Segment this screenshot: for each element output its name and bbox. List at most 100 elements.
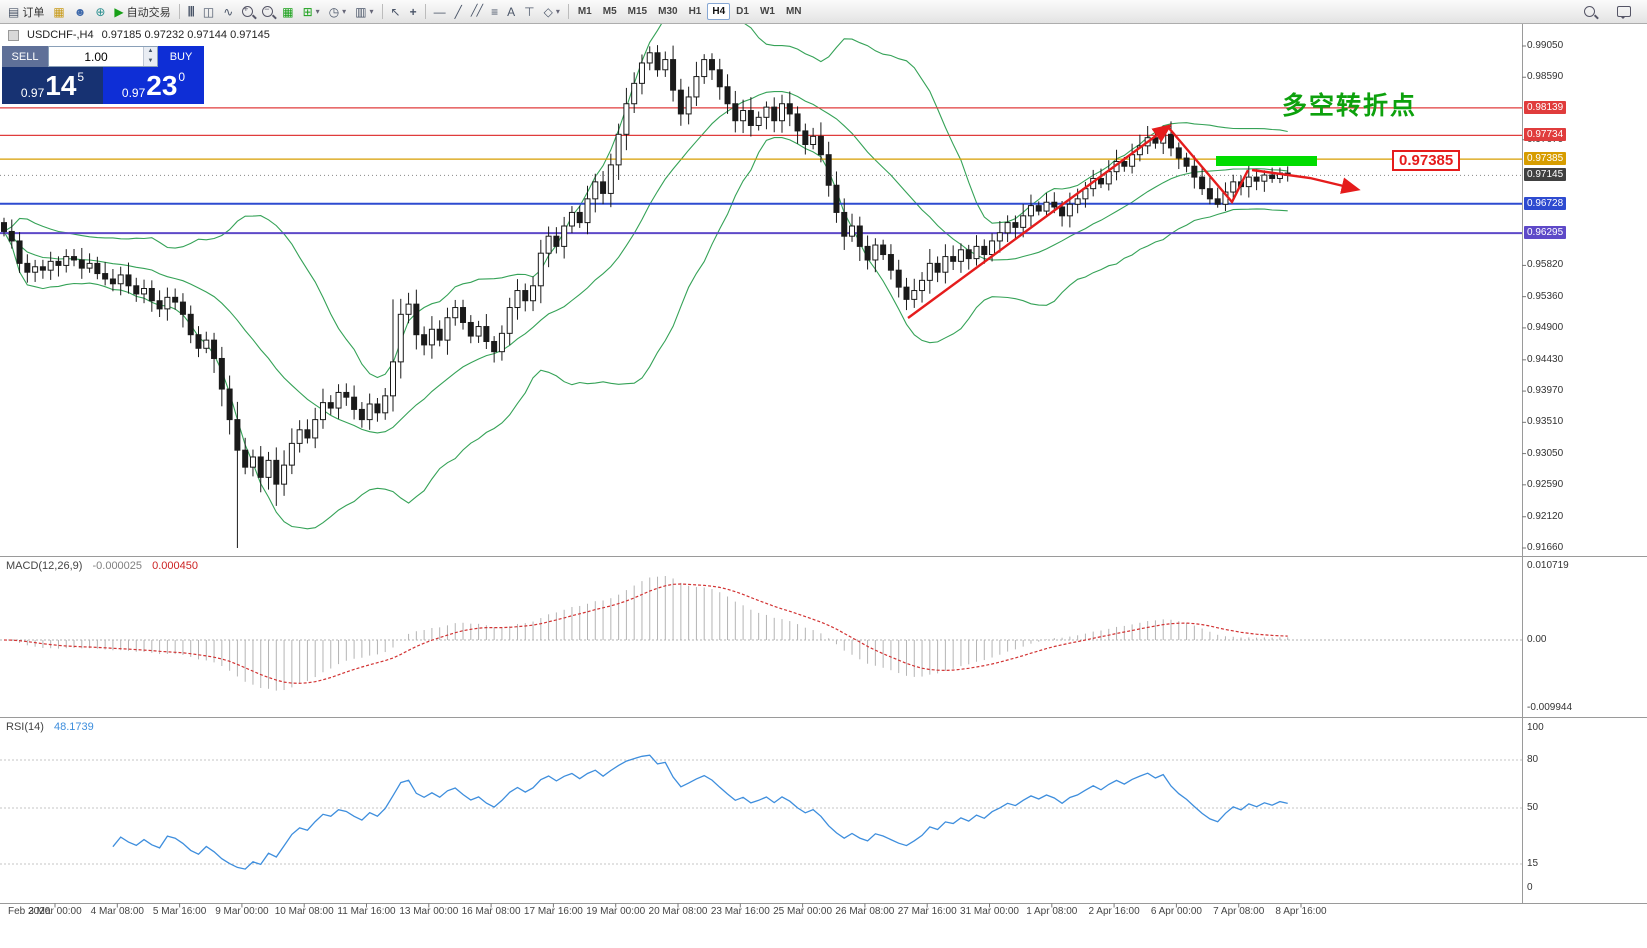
timeframe-button-h4[interactable]: H4 — [707, 3, 731, 20]
search-button[interactable] — [1580, 4, 1599, 19]
sell-price-big: 14 — [45, 69, 77, 101]
community-button[interactable]: ⊕ — [91, 4, 109, 20]
shapes-button[interactable]: ◇ ▾ — [540, 4, 564, 20]
buy-price-prefix: 0.97 — [121, 86, 146, 100]
new-chart-icon: ⊞ — [302, 4, 313, 19]
toolbar-separator — [567, 4, 569, 19]
timeframe-button-h1[interactable]: H1 — [688, 6, 702, 17]
zoom-out-icon — [262, 4, 274, 17]
timeframe-button-m1[interactable]: M1 — [577, 6, 592, 17]
toolbar: ▤ 订单 ▦ ☻ ⊕ ▶ 自动交易 ||| ◫ ∿ ▦ ⊞▾ ◷▾ ▥▾ ↖ +… — [0, 0, 1647, 24]
text-tool-button[interactable]: A — [503, 4, 519, 20]
fibonacci-icon: ≡ — [491, 4, 499, 19]
clock-icon: ◷ — [328, 4, 340, 19]
volume-steppers: ▲ ▼ — [143, 47, 157, 66]
one-click-trading-panel: SELL ▲ ▼ BUY 0.97 14 5 0.97 23 0 — [2, 46, 204, 104]
toolbar-right-group — [1580, 4, 1643, 19]
template-caret-icon: ▾ — [369, 7, 374, 16]
tile-windows-icon: ▦ — [282, 4, 294, 19]
bar-chart-button[interactable]: ||| — [184, 4, 198, 19]
chart-symbol: USDCHF-,H4 — [27, 29, 94, 41]
trend-arrow-2[interactable] — [1167, 126, 1250, 205]
zoom-out-button[interactable] — [258, 4, 277, 19]
buy-price-display[interactable]: 0.97 23 0 — [103, 67, 204, 104]
fibonacci-button[interactable]: ≡ — [487, 4, 502, 20]
bar-chart-icon: ||| — [187, 5, 195, 17]
trendline-icon: ╱ — [454, 4, 462, 19]
candlestick-chart-button[interactable]: ◫ — [199, 4, 218, 20]
label-tool-icon: ⊤ — [524, 4, 535, 19]
zoom-in-button[interactable] — [238, 4, 257, 19]
horizontal-line-icon: — — [433, 4, 446, 19]
market-watch-button[interactable]: ▦ — [49, 4, 68, 20]
trend-arrow-3[interactable] — [1251, 168, 1361, 194]
profile-button[interactable]: ☻ — [70, 4, 91, 20]
tile-windows-button[interactable]: ▦ — [278, 4, 297, 20]
autotrade-button[interactable]: ▶ 自动交易 — [110, 2, 174, 22]
period-selector-button[interactable]: ◷ ▾ — [325, 4, 351, 20]
macd-indicator-label: MACD(12,26,9) -0.000025 0.000450 — [6, 560, 198, 572]
rsi-name: RSI(14) — [6, 721, 44, 733]
trend-arrow-1[interactable] — [907, 124, 1172, 319]
cursor-button[interactable]: ↖ — [387, 4, 405, 20]
sell-price-prefix: 0.97 — [20, 86, 45, 100]
new-order-button[interactable]: ▤ 订单 — [4, 2, 48, 22]
horizontal-line-button[interactable]: — — [430, 4, 450, 20]
buy-price-sup: 0 — [178, 70, 186, 84]
cursor-icon: ↖ — [390, 4, 401, 19]
toolbar-separator — [424, 4, 426, 19]
crosshair-icon: + — [409, 4, 417, 19]
toolbar-separator — [178, 4, 180, 19]
buy-price-big: 23 — [146, 69, 178, 101]
volume-input[interactable] — [49, 47, 143, 66]
zoom-in-icon — [242, 4, 254, 17]
price-tag-annotation[interactable]: 0.97385 — [1392, 150, 1461, 171]
volume-increase-button[interactable]: ▲ — [144, 47, 157, 57]
highlight-bar[interactable] — [1216, 156, 1317, 166]
macd-name: MACD(12,26,9) — [6, 560, 83, 572]
timeframe-toolbar: M1 M5 M15 M30 H1 H4 D1 W1 MN — [573, 3, 807, 20]
chart-ohlc: 0.97185 0.97232 0.97144 0.97145 — [101, 29, 270, 41]
template-button[interactable]: ▥ ▾ — [351, 4, 377, 20]
volume-decrease-button[interactable]: ▼ — [144, 56, 157, 66]
channel-icon: ╱╱ — [470, 5, 483, 17]
timeframe-button-m30[interactable]: M30 — [658, 6, 678, 17]
channel-button[interactable]: ╱╱ — [467, 4, 486, 19]
shapes-icon: ◇ — [543, 4, 553, 19]
buy-button[interactable]: BUY — [158, 46, 204, 67]
new-chart-button[interactable]: ⊞ ▾ — [299, 4, 324, 20]
new-chart-caret-icon: ▾ — [315, 7, 320, 16]
timeframe-button-m5[interactable]: M5 — [602, 6, 617, 17]
rsi-value: 48.1739 — [53, 721, 94, 733]
trendline-button[interactable]: ╱ — [451, 4, 466, 20]
search-icon — [1584, 6, 1595, 17]
label-tool-button[interactable]: ⊤ — [520, 4, 538, 20]
macd-value-2: 0.000450 — [152, 560, 198, 572]
chat-button[interactable] — [1613, 4, 1635, 19]
chart-symbol-header: USDCHF-,H4 0.97185 0.97232 0.97144 0.971… — [8, 29, 270, 41]
text-tool-icon: A — [507, 4, 516, 19]
timeframe-button-mn[interactable]: MN — [785, 6, 802, 17]
new-order-icon: ▤ — [8, 4, 20, 19]
sell-button[interactable]: SELL — [2, 46, 48, 67]
shapes-caret-icon: ▾ — [555, 7, 560, 16]
line-chart-button[interactable]: ∿ — [219, 4, 237, 20]
turning-point-annotation[interactable]: 多空转折点 — [1282, 91, 1418, 120]
crosshair-button[interactable]: + — [406, 4, 421, 20]
timeframe-button-w1[interactable]: W1 — [759, 6, 775, 17]
autotrade-label: 自动交易 — [126, 6, 171, 19]
chart-icon — [8, 29, 19, 41]
profile-icon: ☻ — [73, 4, 87, 19]
chat-icon — [1617, 6, 1631, 19]
timeframe-button-m15[interactable]: M15 — [627, 6, 648, 17]
line-chart-icon: ∿ — [223, 4, 234, 19]
sell-price-display[interactable]: 0.97 14 5 — [2, 67, 103, 104]
new-order-label: 订单 — [22, 6, 45, 19]
template-icon: ▥ — [355, 4, 367, 19]
volume-box: ▲ ▼ — [48, 46, 158, 67]
autotrade-play-icon: ▶ — [114, 4, 124, 19]
timeframe-button-d1[interactable]: D1 — [736, 6, 749, 17]
community-icon: ⊕ — [95, 4, 106, 19]
